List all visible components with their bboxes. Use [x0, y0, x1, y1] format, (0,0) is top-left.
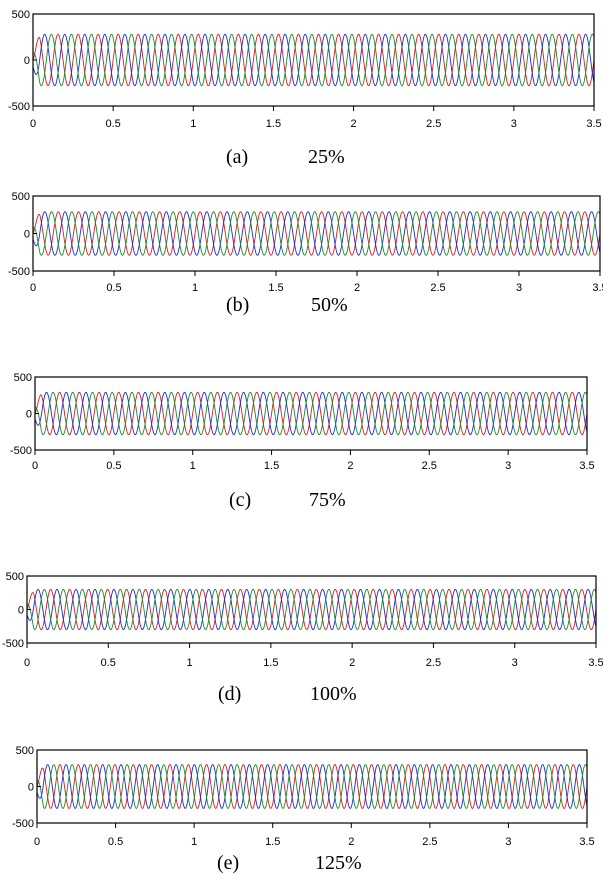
x-tick-label: 2 [348, 836, 354, 848]
series-phase-c-line [32, 211, 601, 256]
y-tick-label: -500 [8, 266, 30, 278]
y-tick-label: -500 [12, 818, 34, 830]
y-tick-label: 500 [14, 372, 32, 384]
x-tick-label: 0 [34, 836, 40, 848]
y-tick-label: -500 [10, 445, 32, 457]
y-tick-label: -500 [8, 101, 30, 113]
y-tick-label: 0 [24, 55, 30, 67]
y-tick-label: 500 [12, 9, 30, 21]
y-tick-label: 500 [6, 571, 24, 583]
x-tick-label: 2 [347, 460, 353, 472]
x-tick-label: 3 [512, 657, 518, 669]
series-phase-c-line [32, 33, 595, 87]
x-tick-label: 0.5 [106, 282, 121, 294]
series-phase-b-line [36, 764, 588, 809]
panel-caption-letter: (b) [226, 294, 249, 316]
x-tick-label: 3 [516, 282, 522, 294]
x-tick-label: 2.5 [430, 282, 445, 294]
series-phase-a-line [34, 391, 588, 436]
x-tick-label: 0.5 [101, 657, 116, 669]
series-phase-c-line [26, 588, 597, 631]
series-phase-a-line [32, 211, 601, 256]
panel-caption-letter: (d) [218, 683, 241, 705]
x-tick-label: 1.5 [268, 282, 283, 294]
x-tick-label: 1 [187, 657, 193, 669]
x-tick-label: 1 [191, 836, 197, 848]
series-phase-b-line [32, 211, 601, 256]
x-tick-label: 2.5 [426, 657, 441, 669]
x-tick-label: 1 [190, 460, 196, 472]
panel-caption-value: 100% [310, 683, 357, 705]
x-tick-label: 0.5 [108, 836, 123, 848]
x-tick-label: 2.5 [422, 836, 437, 848]
y-tick-label: -500 [2, 638, 24, 650]
x-tick-label: 0 [32, 460, 38, 472]
x-tick-label: 0 [30, 118, 36, 130]
x-tick-label: 1.5 [265, 836, 280, 848]
series-phase-a-line [36, 764, 588, 809]
x-tick-label: 0 [30, 282, 36, 294]
series-phase-b-line [34, 391, 588, 436]
y-tick-label: 0 [26, 409, 32, 421]
x-tick-label: 1 [190, 118, 196, 130]
x-tick-label: 2 [349, 657, 355, 669]
x-tick-label: 1.5 [266, 118, 281, 130]
x-tick-label: 1.5 [263, 657, 278, 669]
x-tick-label: 1 [192, 282, 198, 294]
y-tick-label: 0 [24, 229, 30, 241]
series-phase-a-line [32, 33, 595, 87]
x-tick-label: 2.5 [426, 118, 441, 130]
x-tick-label: 3 [505, 836, 511, 848]
series-phase-a-line [26, 588, 597, 631]
y-tick-label: 500 [16, 745, 34, 757]
panel-caption-value: 125% [315, 852, 362, 874]
panel-caption-value: 25% [308, 146, 345, 168]
x-tick-label: 3.5 [592, 282, 603, 294]
x-tick-label: 0.5 [106, 460, 121, 472]
x-tick-label: 0 [24, 657, 30, 669]
x-tick-label: 1.5 [264, 460, 279, 472]
series-phase-c-line [34, 391, 588, 436]
x-tick-label: 3.5 [586, 118, 601, 130]
x-tick-label: 3.5 [588, 657, 603, 669]
x-tick-label: 2 [354, 282, 360, 294]
y-tick-label: 0 [28, 782, 34, 794]
series-phase-c-line [36, 764, 588, 809]
x-tick-label: 2 [351, 118, 357, 130]
panel-caption-value: 50% [311, 294, 348, 316]
x-tick-label: 3.5 [579, 460, 594, 472]
series-phase-b-line [26, 588, 597, 631]
x-tick-label: 3 [505, 460, 511, 472]
x-tick-label: 3 [511, 118, 517, 130]
panel-caption-value: 75% [309, 489, 346, 511]
panel-caption-letter: (c) [229, 489, 251, 511]
panel-caption-letter: (a) [226, 146, 248, 168]
x-tick-label: 0.5 [105, 118, 120, 130]
y-tick-label: 0 [18, 605, 24, 617]
y-tick-label: 500 [12, 191, 30, 203]
x-tick-label: 3.5 [579, 836, 594, 848]
panel-caption-letter: (e) [217, 852, 239, 874]
series-phase-b-line [32, 33, 595, 87]
x-tick-label: 2.5 [422, 460, 437, 472]
